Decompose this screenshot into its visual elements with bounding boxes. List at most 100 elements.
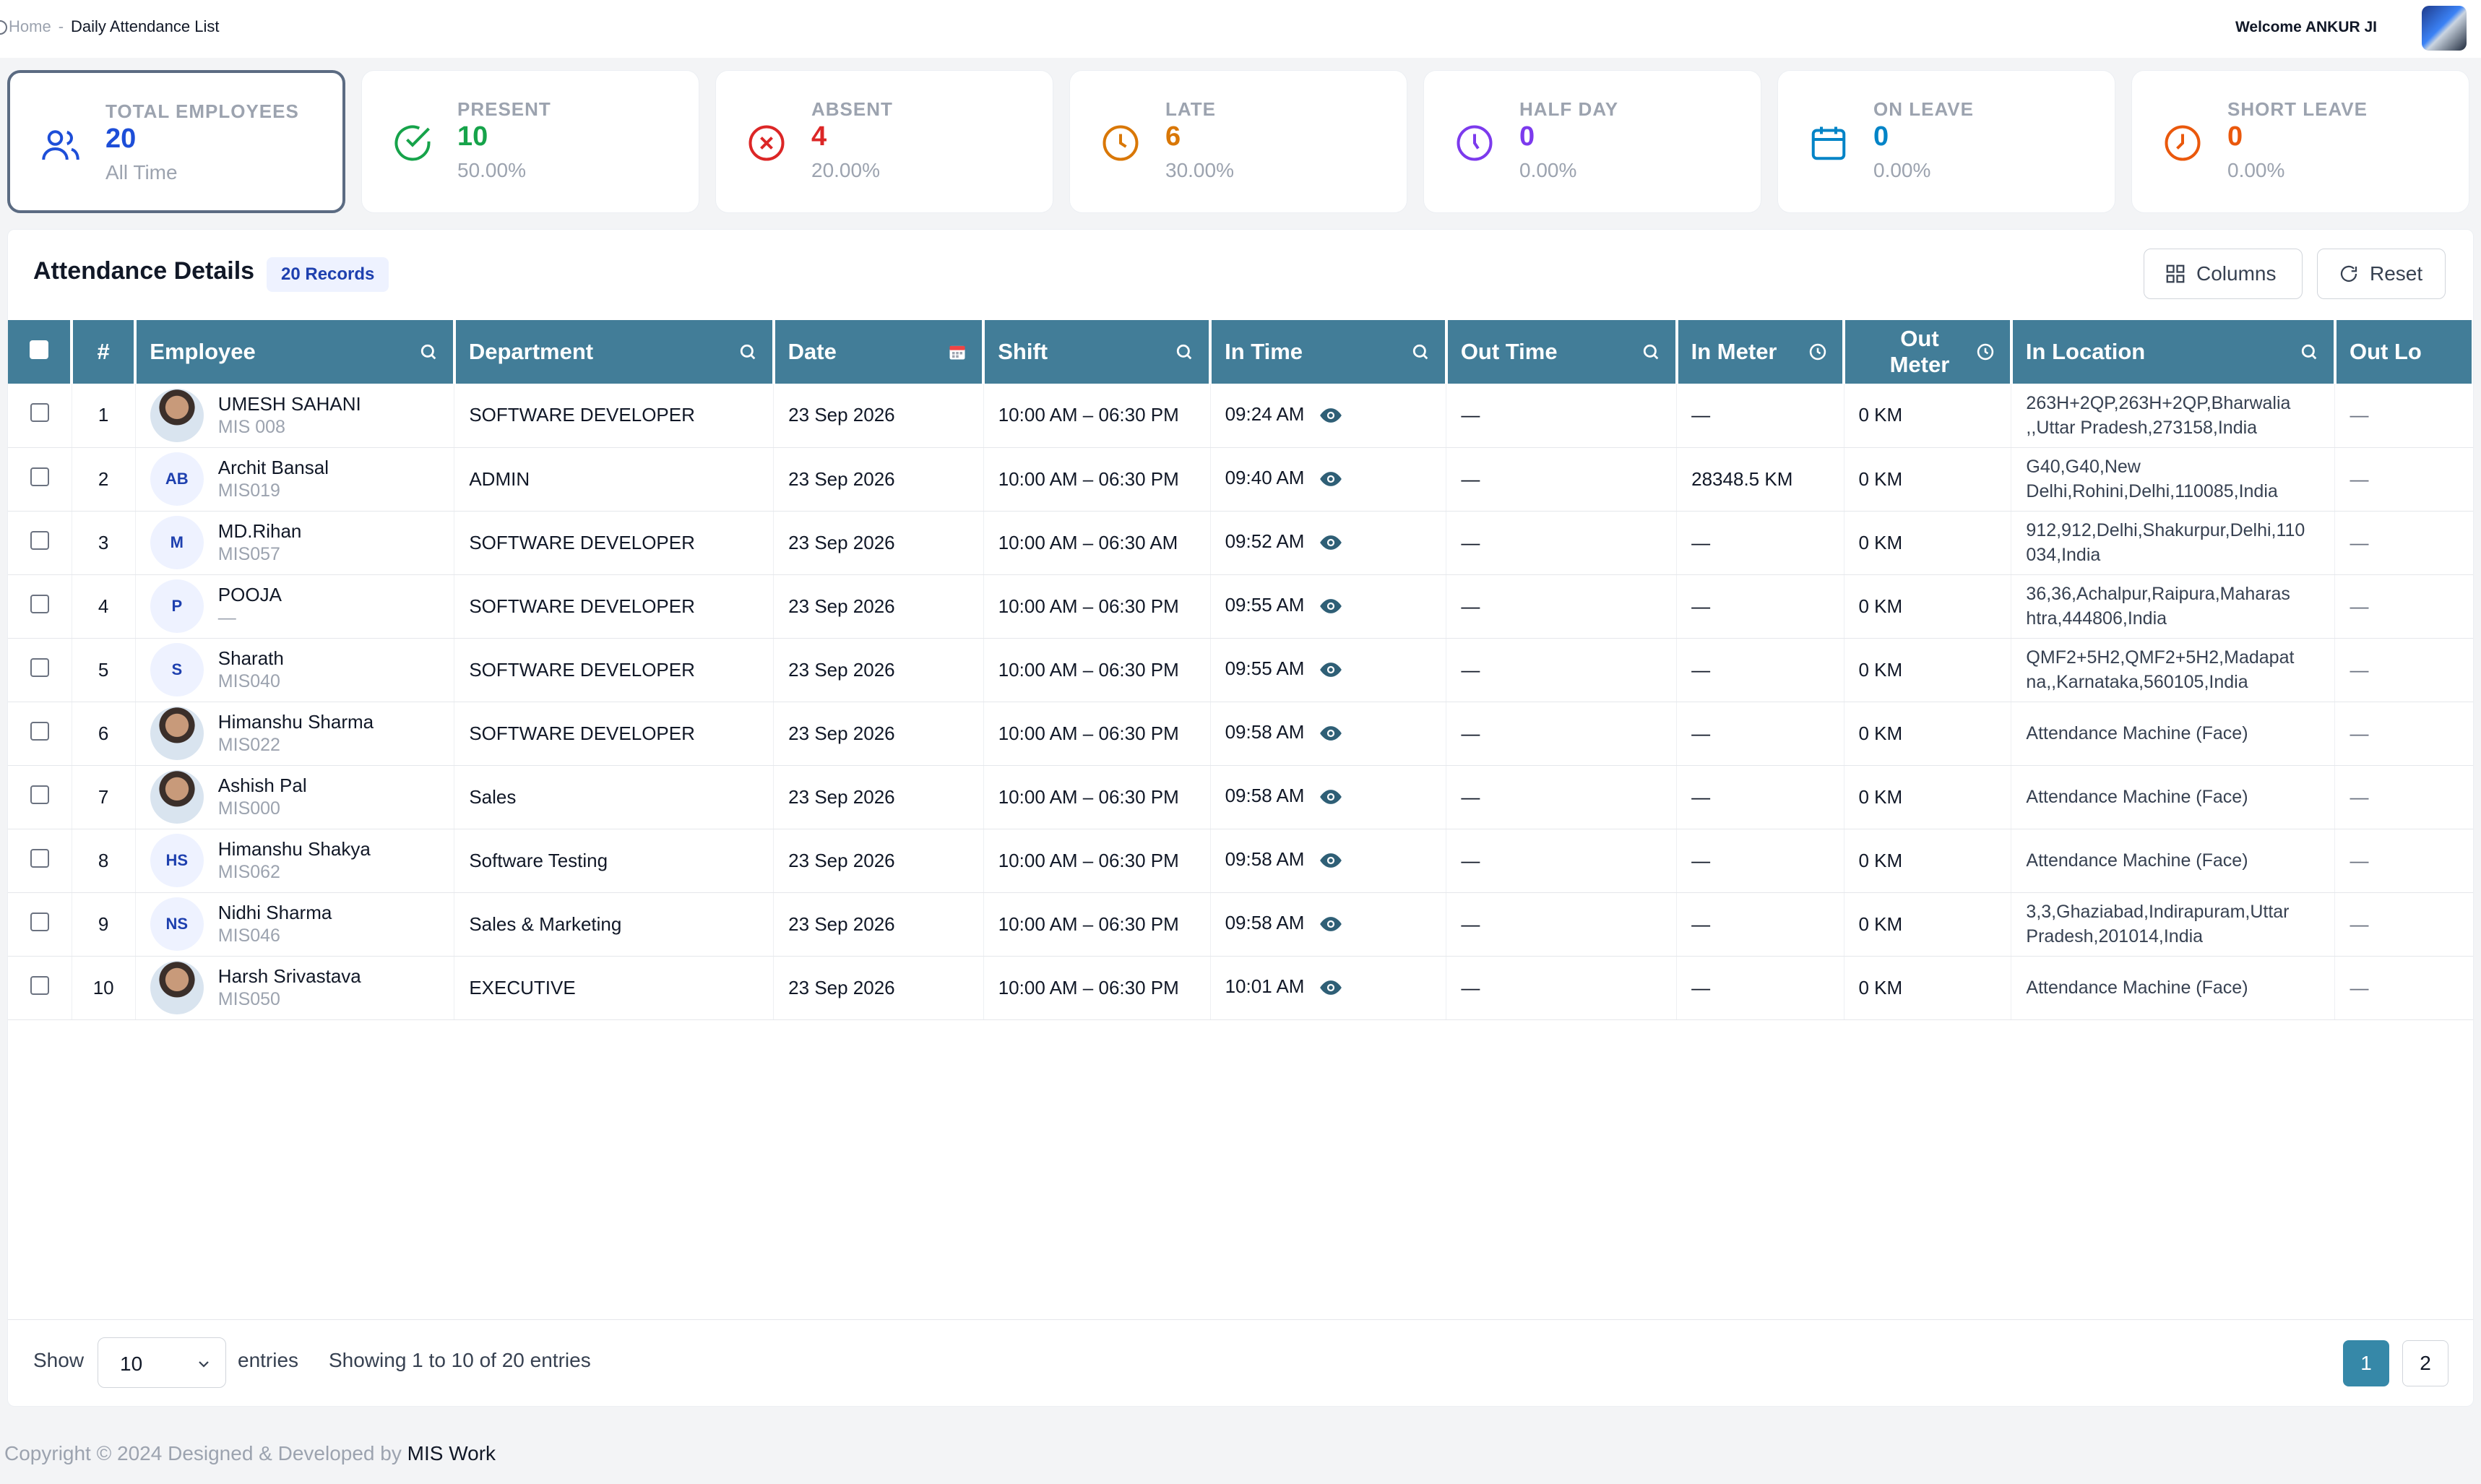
reset-button[interactable]: Reset <box>2317 249 2446 299</box>
stat-card-total-employees[interactable]: TOTAL EMPLOYEES 20 All Time <box>7 70 345 213</box>
out-location-cell: — <box>2334 702 2473 766</box>
row-select-cell[interactable] <box>8 638 72 702</box>
menu-toggle-icon[interactable] <box>0 20 7 35</box>
table-row[interactable]: 4 P POOJA — SOFTWARE DEVELOPER 23 Sep 2026 10:… <box>8 574 2473 639</box>
row-checkbox[interactable] <box>30 657 49 677</box>
row-checkbox[interactable] <box>30 785 49 804</box>
employee-name: Sharath <box>217 647 284 669</box>
header-out-time[interactable]: Out Time <box>1446 320 1678 384</box>
row-number: 7 <box>72 765 136 829</box>
select-all-checkbox[interactable] <box>30 340 48 359</box>
date-cell: 23 Sep 2026 <box>773 384 984 448</box>
view-eye-icon[interactable] <box>1319 848 1343 873</box>
table-row[interactable]: 8 HS Himanshu Shakya MIS062 Software Testing… <box>8 829 2473 893</box>
employee-cell: S Sharath MIS040 <box>135 638 455 702</box>
header-out-meter[interactable]: Out Meter <box>1844 320 2013 384</box>
select-all-header[interactable] <box>8 320 73 384</box>
stat-card-on-leave[interactable]: ON LEAVE 0 0.00% <box>1777 70 2115 213</box>
view-eye-icon[interactable] <box>1319 657 1343 682</box>
search-icon[interactable] <box>418 342 439 362</box>
table-row[interactable]: 5 S Sharath MIS040 SOFTWARE DEVELOPER 23 Sep … <box>8 638 2473 702</box>
stat-card-late[interactable]: LATE 6 30.00% <box>1069 70 1407 213</box>
header-in-meter[interactable]: In Meter <box>1676 320 1846 384</box>
refresh-icon <box>2340 265 2357 282</box>
out-time-cell: — <box>1446 574 1678 639</box>
row-number: 3 <box>72 511 136 575</box>
stat-sub: All Time <box>105 161 178 184</box>
table-row[interactable]: 1 UMESH SAHANI MIS 008 SOFTWARE DEVELOPER 23… <box>8 384 2473 448</box>
search-icon[interactable] <box>2299 342 2319 362</box>
view-eye-icon[interactable] <box>1319 594 1343 618</box>
row-select-cell[interactable] <box>8 702 72 766</box>
table-row[interactable]: 3 M MD.Rihan MIS057 SOFTWARE DEVELOPER 23 Sep… <box>8 511 2473 575</box>
table-row[interactable]: 9 NS Nidhi Sharma MIS046 Sales & Marketing 23… <box>8 892 2473 957</box>
row-select-cell[interactable] <box>8 956 72 1020</box>
date-cell: 23 Sep 2026 <box>773 511 984 575</box>
stat-card-short-leave[interactable]: SHORT LEAVE 0 0.00% <box>2131 70 2469 213</box>
page-size-select[interactable]: 10 <box>98 1337 226 1388</box>
clock-filter-icon[interactable] <box>1975 342 1995 362</box>
table-row[interactable]: 2 AB Archit Bansal MIS019 ADMIN 23 Sep 2026 10… <box>8 447 2473 512</box>
row-checkbox[interactable] <box>30 848 49 868</box>
in-location-cell: 912,912,Delhi,Shakurpur,Delhi,110 034,In… <box>2011 511 2336 575</box>
row-checkbox[interactable] <box>30 594 49 613</box>
out-meter-cell: 0 KM <box>1844 892 2012 957</box>
stat-value: 10 <box>457 121 488 152</box>
header-in-time-label: In Time <box>1225 339 1303 364</box>
user-avatar[interactable] <box>2422 6 2467 51</box>
header-employee[interactable]: Employee <box>135 320 456 384</box>
search-icon[interactable] <box>738 342 758 362</box>
header-in-location[interactable]: In Location <box>2011 320 2337 384</box>
clock-filter-icon[interactable] <box>1808 342 1828 362</box>
row-checkbox[interactable] <box>30 975 49 995</box>
copyright-brand[interactable]: MIS Work <box>407 1442 496 1464</box>
header-department[interactable]: Department <box>454 320 775 384</box>
view-eye-icon[interactable] <box>1319 530 1343 555</box>
attendance-table-wrap[interactable]: # Employee Department Date Shift In Time… <box>8 320 2473 1252</box>
table-row[interactable]: 7 Ashish Pal MIS000 Sales 23 Sep 2026 10:00 A… <box>8 765 2473 829</box>
stat-card-absent[interactable]: ABSENT 4 20.00% <box>715 70 1053 213</box>
row-select-cell[interactable] <box>8 765 72 829</box>
row-select-cell[interactable] <box>8 511 72 575</box>
search-icon[interactable] <box>1641 342 1661 362</box>
avatar: NS <box>150 897 204 951</box>
chevron-down-icon <box>199 1361 209 1368</box>
view-eye-icon[interactable] <box>1319 721 1343 746</box>
row-checkbox[interactable] <box>30 530 49 550</box>
stat-card-present[interactable]: PRESENT 10 50.00% <box>361 70 699 213</box>
columns-button[interactable]: Columns <box>2144 249 2303 299</box>
table-row[interactable]: 10 Harsh Srivastava MIS050 EXECUTIVE 23 Sep … <box>8 956 2473 1020</box>
row-select-cell[interactable] <box>8 447 72 512</box>
page-button-1[interactable]: 1 <box>2343 1340 2389 1386</box>
avatar-photo <box>150 707 204 760</box>
breadcrumb-home[interactable]: Home <box>9 17 51 35</box>
stat-card-half-day[interactable]: HALF DAY 0 0.00% <box>1423 70 1761 213</box>
search-icon[interactable] <box>1410 342 1431 362</box>
view-eye-icon[interactable] <box>1319 403 1343 428</box>
row-select-cell[interactable] <box>8 892 72 957</box>
header-shift[interactable]: Shift <box>983 320 1212 384</box>
view-eye-icon[interactable] <box>1319 912 1343 936</box>
header-out-location[interactable]: Out Lo <box>2334 320 2473 384</box>
row-select-cell[interactable] <box>8 384 72 448</box>
view-eye-icon[interactable] <box>1319 975 1343 1000</box>
calendar-filter-icon[interactable] <box>947 342 967 362</box>
row-checkbox[interactable] <box>30 912 49 931</box>
top-bar: Home - Daily Attendance List Welcome ANK… <box>0 0 2481 58</box>
view-eye-icon[interactable] <box>1319 467 1343 491</box>
row-checkbox[interactable] <box>30 721 49 741</box>
department-cell: Sales <box>454 765 774 829</box>
table-row[interactable]: 6 Himanshu Sharma MIS022 SOFTWARE DEVELOPER… <box>8 702 2473 766</box>
row-checkbox[interactable] <box>30 403 49 423</box>
row-select-cell[interactable] <box>8 574 72 639</box>
row-checkbox[interactable] <box>30 467 49 486</box>
avatar: S <box>150 643 204 696</box>
page-button-2[interactable]: 2 <box>2402 1340 2448 1386</box>
header-in-time[interactable]: In Time <box>1210 320 1448 384</box>
stat-value: 6 <box>1165 121 1181 152</box>
department-cell: SOFTWARE DEVELOPER <box>454 384 774 448</box>
search-icon[interactable] <box>1174 342 1194 362</box>
view-eye-icon[interactable] <box>1319 785 1343 809</box>
row-select-cell[interactable] <box>8 829 72 893</box>
header-date[interactable]: Date <box>773 320 985 384</box>
